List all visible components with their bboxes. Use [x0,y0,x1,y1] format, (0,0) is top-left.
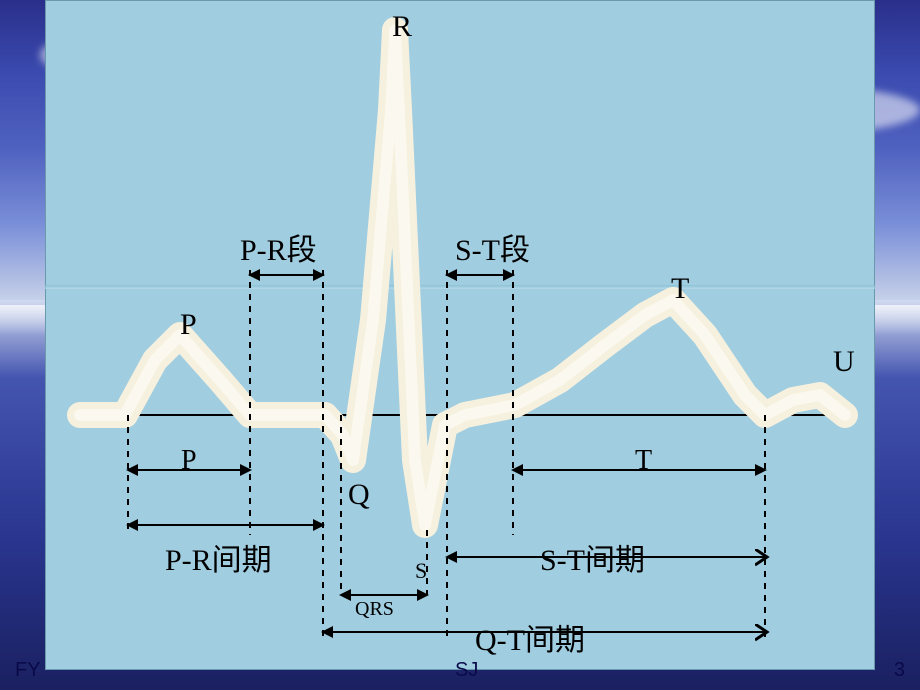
label-st-interval: S-T间期 [540,535,645,579]
label-p-duration: P [181,445,197,477]
label-wave-p: P [180,308,197,342]
label-wave-s: S [415,558,427,584]
footer-center: SJ [455,659,478,682]
footer-page-number: 3 [894,659,905,682]
label-wave-q: Q [348,478,370,512]
label-pr-interval: P-R间期 [165,535,272,579]
label-wave-t: T [671,272,689,306]
label-wave-u: U [833,345,855,379]
label-st-segment: S-T段 [455,225,530,269]
label-pr-segment: P-R段 [240,225,317,269]
ecg-diagram-panel: P R Q S T U P T P-R段 S-T段 P-R间期 S-T间期 QR… [45,0,875,670]
label-t-duration: T [635,445,652,477]
footer-left: FY [15,659,41,682]
label-wave-r: R [392,10,412,44]
label-qrs: QRS [355,598,394,621]
label-qt-interval: Q-T间期 [475,615,585,659]
